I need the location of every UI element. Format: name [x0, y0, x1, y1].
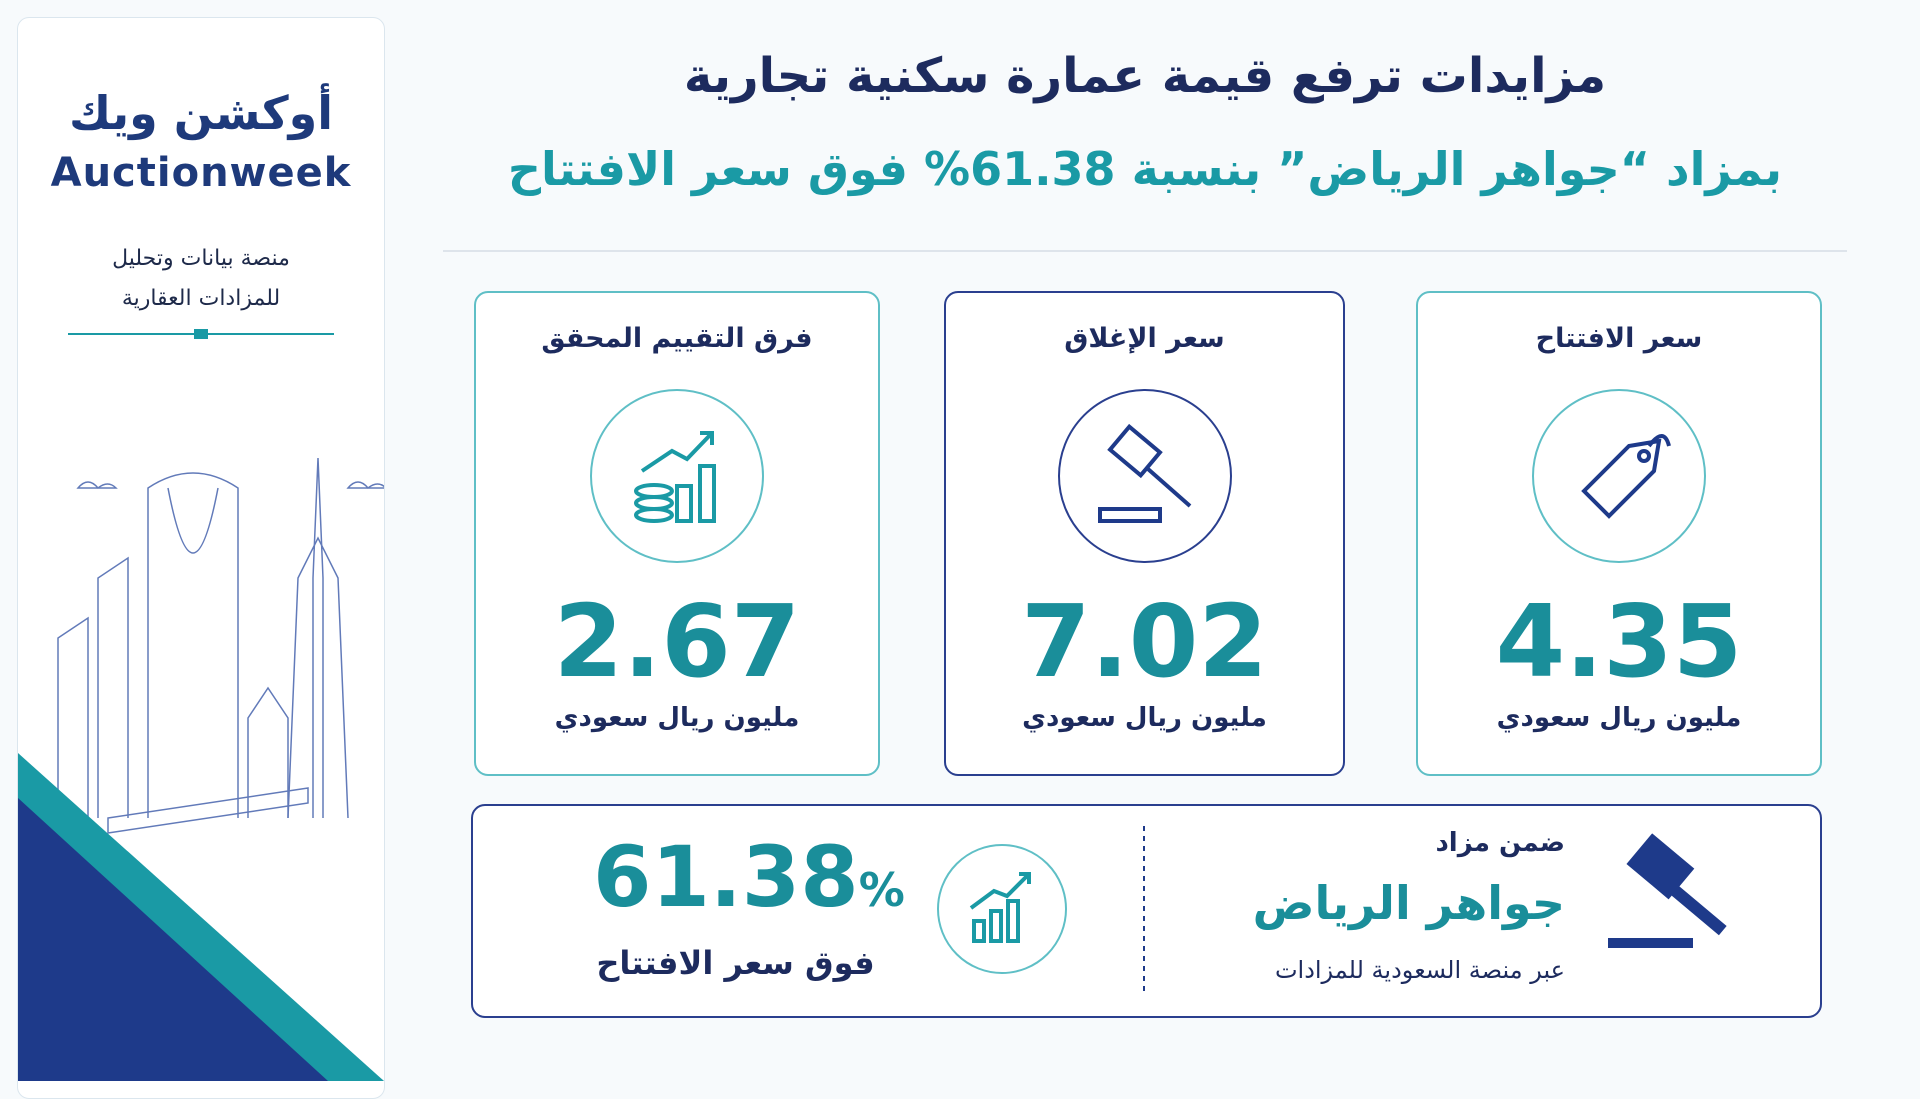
percent-value: 61.38	[593, 828, 859, 926]
card-difference: فرق التقييم المحقق 2.67 مليون ريال سعودي	[474, 291, 880, 776]
card-label: سعر الافتتاح	[1535, 323, 1703, 354]
banner-percent: 61.38%	[593, 828, 905, 926]
icon-circle	[1532, 389, 1706, 563]
card-closing: سعر الإغلاق 7.02 مليون ريال سعودي	[944, 291, 1345, 776]
icon-circle	[937, 844, 1067, 974]
percent-caption: فوق سعر الافتتاح	[596, 944, 875, 982]
growth-icon	[969, 872, 1031, 943]
card-unit: مليون ريال سعودي	[1022, 703, 1267, 733]
tagline: منصة بيانات وتحليل	[112, 246, 290, 271]
logo-latin: Auctionweek	[50, 150, 352, 196]
card-unit: مليون ريال سعودي	[1496, 703, 1742, 733]
banner-auction-name: جواهر الرياض	[1252, 876, 1565, 930]
tagline: للمزادات العقارية	[121, 286, 281, 311]
divider	[443, 250, 1847, 252]
card-value: 7.02	[1021, 583, 1268, 700]
sidebar: أوكشن ويك Auctionweek منصة بيانات وتحليل…	[17, 17, 385, 1099]
gavel-icon	[1608, 833, 1727, 948]
gavel-icon	[1097, 423, 1191, 523]
tag-icon	[1581, 434, 1671, 519]
logo-arabic: أوكشن ويك	[68, 86, 334, 140]
sidebar-art	[18, 329, 384, 1081]
card-unit: مليون ريال سعودي	[554, 703, 800, 733]
card-value: 2.67	[553, 583, 801, 700]
icon-circle	[1057, 389, 1232, 563]
card-label: فرق التقييم المحقق	[541, 323, 813, 354]
card-value: 4.35	[1495, 583, 1743, 700]
card-label: سعر الإغلاق	[1064, 323, 1225, 354]
banner-platform: عبر منصة السعودية للمزادات	[1274, 956, 1565, 984]
banner: ضمن مزاد جواهر الرياض عبر منصة السعودية …	[471, 804, 1822, 1018]
subtitle: بمزاد “جواهر الرياض” بنسبة 61.38% فوق سع…	[507, 142, 1783, 196]
growth-icon	[634, 431, 716, 523]
title: مزايدات ترفع قيمة عمارة سكنية تجارية	[683, 48, 1607, 104]
banner-within: ضمن مزاد	[1435, 828, 1565, 858]
card-opening: سعر الافتتاح 4.35 مليون ريال سعودي	[1416, 291, 1822, 776]
dashed-divider	[1143, 826, 1145, 996]
icon-circle	[590, 389, 764, 563]
percent-sign: %	[858, 863, 905, 917]
